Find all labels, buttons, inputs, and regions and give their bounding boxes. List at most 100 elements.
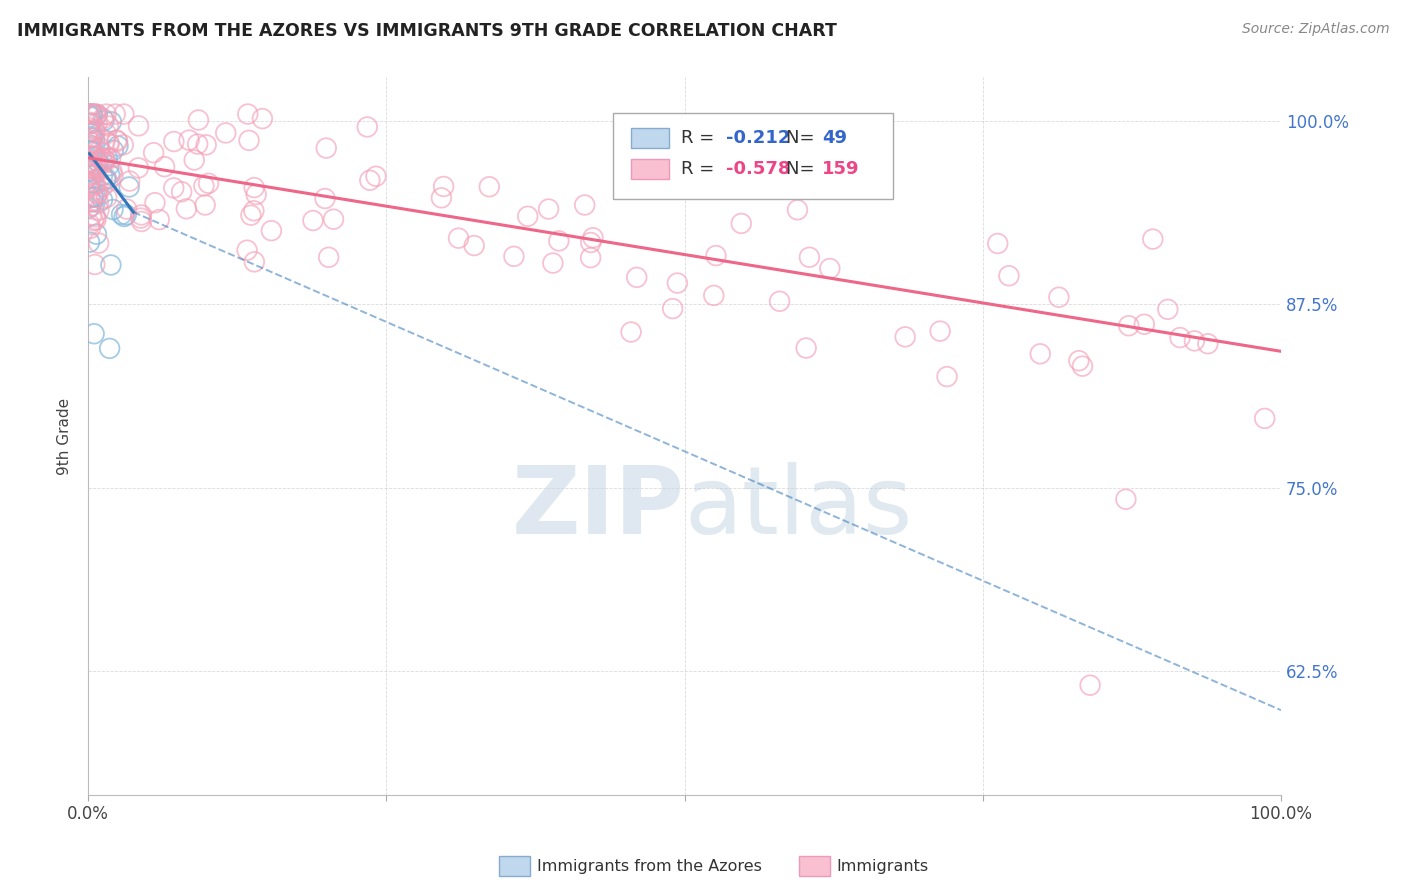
Point bbox=[1197, 336, 1219, 351]
Point bbox=[127, 119, 149, 133]
Point bbox=[730, 216, 752, 230]
Point bbox=[1184, 334, 1206, 348]
Point bbox=[170, 185, 193, 199]
Point bbox=[79, 155, 101, 169]
Point bbox=[79, 190, 101, 204]
Point bbox=[82, 150, 104, 164]
Point bbox=[96, 151, 118, 165]
Point bbox=[100, 163, 122, 178]
Point bbox=[786, 202, 808, 217]
Point bbox=[478, 179, 501, 194]
Point bbox=[79, 161, 101, 176]
FancyBboxPatch shape bbox=[631, 159, 669, 178]
Point bbox=[620, 325, 643, 339]
Point bbox=[243, 203, 266, 218]
Point bbox=[894, 330, 917, 344]
Point bbox=[183, 153, 205, 167]
Point bbox=[929, 324, 952, 338]
Point bbox=[356, 120, 378, 134]
Point bbox=[195, 137, 218, 152]
Point bbox=[82, 107, 104, 121]
Point bbox=[252, 112, 274, 126]
Point bbox=[82, 213, 104, 227]
Point bbox=[703, 288, 725, 302]
Y-axis label: 9th Grade: 9th Grade bbox=[58, 398, 72, 475]
Point bbox=[96, 127, 118, 141]
Point bbox=[80, 121, 103, 136]
Point bbox=[129, 211, 152, 225]
Point bbox=[89, 140, 111, 154]
Text: N=: N= bbox=[786, 160, 820, 178]
Point bbox=[322, 212, 344, 227]
Point bbox=[79, 115, 101, 129]
Point bbox=[243, 255, 266, 269]
Point bbox=[96, 190, 118, 204]
Point bbox=[83, 107, 105, 121]
Point bbox=[86, 108, 108, 122]
Point bbox=[83, 178, 105, 193]
Point bbox=[1029, 347, 1052, 361]
Point bbox=[93, 152, 115, 166]
Point bbox=[516, 209, 538, 223]
Point bbox=[936, 369, 959, 384]
Point bbox=[80, 124, 103, 138]
Point bbox=[100, 115, 122, 129]
Point bbox=[101, 202, 124, 217]
Point bbox=[127, 161, 149, 175]
Point bbox=[80, 107, 103, 121]
Point bbox=[1157, 302, 1180, 317]
Point bbox=[987, 236, 1010, 251]
Point bbox=[82, 161, 104, 175]
Point bbox=[86, 161, 108, 175]
Point bbox=[91, 112, 114, 126]
Point bbox=[87, 195, 110, 210]
Point bbox=[243, 180, 266, 194]
Point bbox=[86, 116, 108, 130]
Point bbox=[236, 243, 259, 257]
Point bbox=[94, 173, 117, 187]
Point bbox=[83, 190, 105, 204]
Point bbox=[84, 210, 107, 224]
Point bbox=[187, 113, 209, 128]
Point bbox=[79, 235, 101, 249]
Point bbox=[193, 178, 215, 193]
Point bbox=[163, 181, 186, 195]
Point bbox=[82, 169, 104, 183]
Point bbox=[153, 160, 176, 174]
Point bbox=[94, 134, 117, 148]
Point bbox=[77, 164, 100, 178]
Point bbox=[1115, 492, 1137, 507]
Point bbox=[87, 203, 110, 218]
Point bbox=[430, 191, 453, 205]
Point bbox=[79, 144, 101, 158]
Point bbox=[80, 136, 103, 150]
Point bbox=[87, 154, 110, 169]
Text: 159: 159 bbox=[821, 160, 859, 178]
Point bbox=[86, 107, 108, 121]
Point bbox=[447, 231, 470, 245]
Point bbox=[91, 179, 114, 194]
Point bbox=[215, 126, 238, 140]
Point bbox=[1047, 290, 1070, 304]
Point bbox=[82, 190, 104, 204]
Text: Source: ZipAtlas.com: Source: ZipAtlas.com bbox=[1241, 22, 1389, 37]
Point bbox=[80, 158, 103, 172]
Point bbox=[91, 154, 114, 169]
Point bbox=[97, 119, 120, 133]
Point bbox=[118, 174, 141, 188]
Point bbox=[84, 190, 107, 204]
Point bbox=[463, 238, 485, 252]
Point bbox=[84, 212, 107, 227]
Point bbox=[77, 155, 100, 169]
Text: R =: R = bbox=[681, 129, 720, 147]
Point bbox=[1254, 411, 1277, 425]
Point bbox=[236, 107, 259, 121]
Point bbox=[118, 180, 141, 194]
Point bbox=[115, 202, 138, 216]
Point bbox=[314, 192, 336, 206]
Point bbox=[83, 178, 105, 192]
Point bbox=[79, 178, 101, 193]
Point bbox=[91, 193, 114, 207]
Text: ZIP: ZIP bbox=[512, 462, 685, 554]
Point bbox=[1078, 678, 1101, 692]
